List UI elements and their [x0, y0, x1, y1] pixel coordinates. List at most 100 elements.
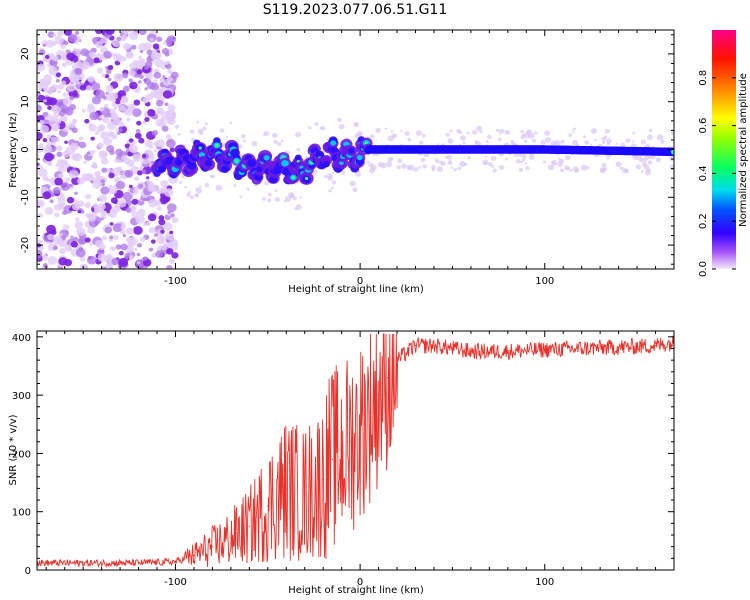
snr-point [654, 344, 657, 347]
heatmap-cell [84, 172, 94, 181]
snr-point [507, 350, 509, 353]
heatmap-cell [458, 130, 463, 135]
heatmap-cell [112, 223, 123, 233]
heatmap-cell [615, 161, 622, 168]
heatmap-cell [115, 244, 122, 250]
heatmap-cell [101, 235, 107, 241]
heatmap-cell [107, 65, 114, 71]
heatmap-cell [133, 99, 141, 106]
heatmap-cell [147, 213, 157, 222]
heatmap-cell [56, 151, 63, 158]
heatmap-cell [116, 36, 122, 42]
heatmap-cell [56, 145, 63, 152]
heatmap-cell [151, 130, 159, 136]
heatmap-cell [99, 106, 105, 112]
heatmap-cell [42, 175, 49, 181]
heatmap-cell [160, 244, 168, 251]
heatmap-cell [604, 129, 610, 134]
heatmap-cell [166, 248, 174, 255]
heatmap-cell [102, 215, 107, 219]
heatmap-cell [646, 134, 653, 140]
heatmap-cell [331, 171, 335, 174]
heatmap-cell [54, 212, 60, 218]
y-tick-label: 0 [20, 146, 31, 152]
heatmap-cell [42, 43, 47, 47]
heatmap-cell [521, 158, 525, 162]
heatmap-cell [369, 134, 375, 139]
heatmap-cell [90, 82, 101, 91]
heatmap-cell [590, 143, 593, 146]
heatmap-cell [109, 222, 114, 226]
heatmap-cell [114, 158, 120, 163]
heatmap-cell [267, 198, 272, 203]
heatmap-cell [513, 152, 519, 158]
heatmap-cell [69, 183, 73, 187]
heatmap-cell [90, 136, 95, 141]
heatmap-cell [138, 74, 144, 79]
heatmap-cell [132, 59, 140, 66]
heatmap-cell [106, 69, 112, 75]
heatmap-cell [90, 180, 94, 184]
heatmap-cell [57, 83, 65, 90]
heatmap-cell [109, 149, 115, 155]
heatmap-cell [498, 164, 505, 170]
heatmap-cell [384, 127, 388, 130]
heatmap-cell [144, 87, 148, 91]
snr-point [267, 505, 269, 507]
heatmap-cell [100, 179, 105, 184]
heatmap-cell [105, 92, 116, 102]
heatmap-cell [606, 138, 612, 144]
heatmap-cell [162, 78, 171, 86]
snr-point [230, 537, 232, 539]
heatmap-cell [146, 72, 154, 80]
heatmap-cell [463, 162, 468, 167]
heatmap-cell [430, 165, 436, 170]
heatmap-cell [446, 154, 452, 160]
heatmap-cell [85, 80, 89, 84]
heatmap-cell [58, 257, 68, 266]
heatmap-cell [476, 125, 483, 132]
heatmap-cell [295, 131, 302, 138]
heatmap-cell [126, 117, 131, 122]
heatmap-cell [146, 178, 151, 183]
heatmap-cell [58, 232, 64, 237]
heatmap-cell [86, 255, 97, 265]
heatmap-cell [326, 138, 330, 142]
heatmap-cell [50, 122, 60, 132]
heatmap-cell [128, 255, 135, 261]
heatmap-cell [107, 212, 112, 217]
heatmap-cell [354, 122, 359, 126]
heatmap-cell [472, 130, 478, 135]
snr-point [618, 346, 620, 348]
heatmap-cell [459, 160, 466, 167]
heatmap-cell [565, 167, 570, 171]
heatmap-cell [102, 116, 110, 124]
heatmap-cell [111, 205, 121, 214]
snr-ticks: -100 0 100 0 100 200 300 400 [12, 331, 675, 588]
heatmap-cell [204, 182, 210, 188]
heatmap-cell [87, 226, 96, 234]
heatmap-cell [143, 77, 152, 85]
heatmap-cell [45, 87, 54, 95]
heatmap-cell [62, 224, 70, 231]
heatmap-cell [323, 161, 330, 168]
heatmap-cell [132, 108, 142, 117]
heatmap-cell [181, 174, 185, 179]
heatmap-cell [115, 166, 121, 172]
heatmap-cell [235, 159, 239, 163]
heatmap-cell [320, 126, 326, 131]
heatmap-cell [280, 139, 284, 143]
heatmap-cell [129, 81, 138, 90]
heatmap-cell [89, 51, 96, 58]
heatmap-cell [601, 136, 607, 142]
heatmap-cell [118, 128, 123, 133]
heatmap-cell [527, 132, 535, 139]
heatmap-cell [580, 164, 588, 171]
heatmap-cell [100, 186, 110, 195]
heatmap-cell [263, 155, 270, 161]
heatmap-cell [59, 43, 66, 49]
heatmap-cell [48, 66, 58, 76]
heatmap-cell [146, 176, 150, 180]
heatmap-cell [131, 103, 136, 108]
snr-point [377, 394, 380, 396]
